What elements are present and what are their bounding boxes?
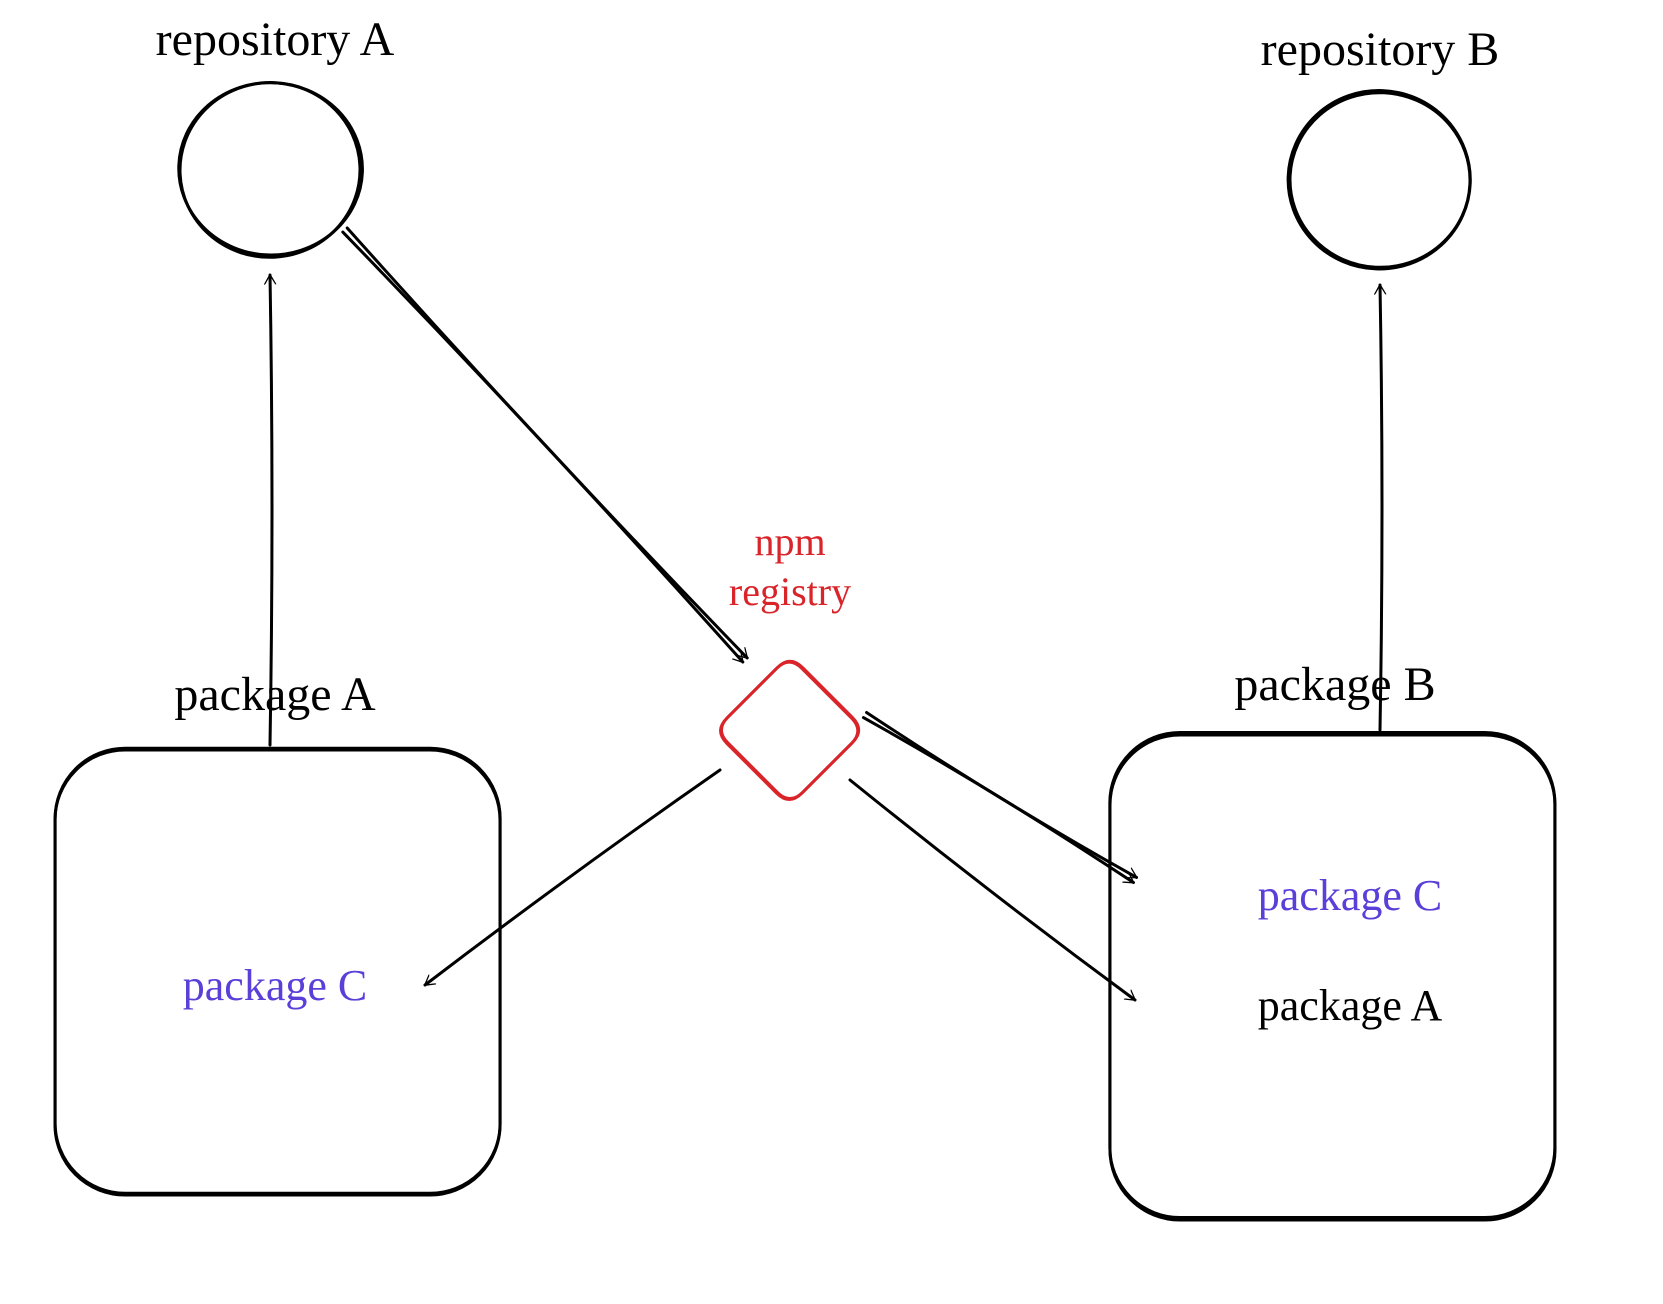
registry-label-line2: registry	[729, 569, 851, 614]
edge-repoA-to-registry	[343, 228, 747, 662]
edge-registry-to-pkgA_pkgC	[425, 770, 720, 985]
edge-registry-to-pkgB_pkgA	[850, 780, 1135, 1000]
pkgB_pkgA: package A	[1258, 981, 1443, 1030]
pkgB_pkgC: package C	[1258, 871, 1442, 920]
edge-pkgA-to-repoA	[270, 275, 272, 745]
node-repoB: repository B	[1261, 23, 1500, 272]
pkgB-label: package B	[1234, 658, 1435, 711]
diagram-canvas: repository A repository B package A package…	[0, 0, 1663, 1304]
node-pkgB: package B	[1110, 658, 1555, 1220]
pkgA_pkgC: package C	[183, 961, 367, 1010]
node-repoA: repository A	[156, 13, 395, 261]
pkgA-label: package A	[174, 668, 376, 721]
node-pkgA: package A	[55, 668, 500, 1195]
edge-pkgB-to-repoB	[1380, 285, 1382, 730]
repoA-label: repository A	[156, 13, 395, 66]
repoB-label: repository B	[1261, 23, 1500, 76]
registry-label-line1: npm	[754, 519, 825, 564]
edge-registry-to-pkgB_pkgC	[863, 712, 1136, 882]
